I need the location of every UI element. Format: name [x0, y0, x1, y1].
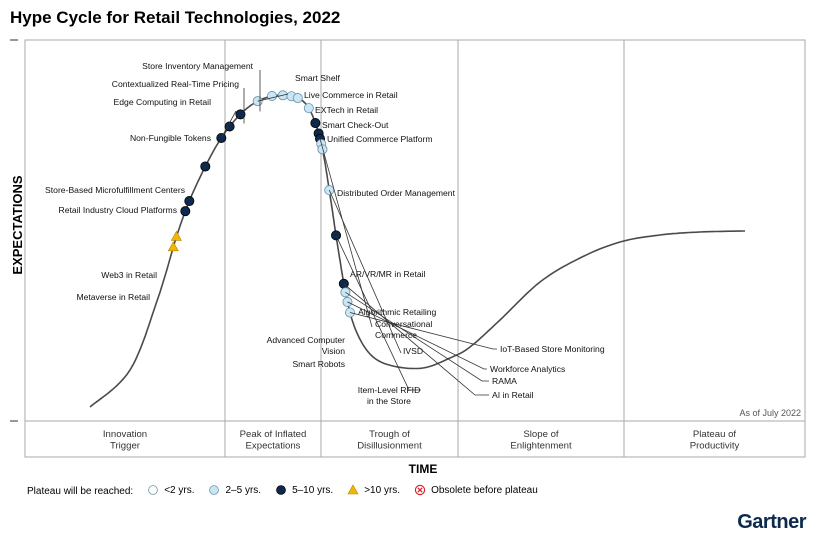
technology-labels: Store Inventory Management Contextualized… — [45, 61, 605, 406]
web3-in-retail-label: Web3 in Retail — [101, 270, 157, 280]
legend-y5to10-icon — [276, 485, 286, 495]
retail-industry-cloud-platforms-label: Retail Industry Cloud Platforms — [59, 205, 177, 215]
ar-vr-mr-in-retail-label: AR/VR/MR in Retail — [350, 269, 426, 279]
iot-based-store-monitoring-leader — [349, 312, 497, 350]
ai-in-retail-label: AI in Retail — [492, 390, 534, 400]
unified-commerce-platform-marker — [292, 93, 303, 104]
metaverse-in-retail-marker — [167, 241, 179, 252]
legend-items: <2 yrs. 2–5 yrs. 5–10 yrs. >10 yrs. Obsolete… — [133, 484, 538, 499]
web3-in-retail-marker — [170, 230, 182, 241]
live-commerce-in-retail-marker — [266, 91, 277, 102]
legend-lt2-icon — [148, 485, 158, 495]
legend-label: Plateau will be reached: — [27, 486, 134, 497]
phase-plateau-of-productivity: Plateau of Productivity — [690, 429, 740, 452]
conversational-commerce-leader — [319, 138, 373, 328]
conversational-commerce-label: Conversational Commerce — [375, 319, 432, 340]
edge-computing-in-retail-label: Edge Computing in Retail — [114, 97, 212, 107]
phase-slope-of-enlightenment: Slope of Enlightenment — [510, 429, 572, 452]
phase-innovation-trigger: Innovation Trigger — [103, 429, 147, 452]
phase-band — [24, 420, 806, 458]
distributed-order-management-label: Distributed Order Management — [337, 188, 456, 198]
rama-label: RAMA — [492, 376, 517, 386]
plot-frame — [10, 39, 806, 458]
legend-gt10-label: >10 yrs. — [364, 484, 401, 496]
legend: Plateau will be reached: <2 yrs. 2–5 yrs.… — [27, 484, 538, 499]
ivsd-leader — [328, 189, 402, 354]
legend-lt2-label: <2 yrs. — [164, 484, 195, 496]
phase-labels: Innovation Trigger Peak of Inflated Expecta… — [103, 429, 740, 452]
smart-robots-marker — [317, 144, 328, 155]
store-inventory-management-label: Store Inventory Management — [142, 61, 253, 71]
phase-trough-of-disillusionment: Trough of Disillusionment — [357, 429, 422, 452]
smart-robots-label: Smart Robots — [292, 359, 345, 369]
rama-leader — [345, 291, 489, 382]
legend-gt10-icon — [347, 484, 359, 495]
live-commerce-in-retail-label: Live Commerce in Retail — [304, 90, 398, 100]
metaverse-in-retail-label: Metaverse in Retail — [76, 292, 150, 302]
as-of-date: As of July 2022 — [739, 408, 801, 418]
smart-check-out-label: Smart Check-Out — [322, 120, 389, 130]
legend-item-y2to5: 2–5 yrs. — [208, 484, 261, 496]
extech-in-retail-label: EXTech in Retail — [315, 105, 378, 115]
legend-item-y5to10: 5–10 yrs. — [275, 484, 333, 496]
smart-shelf-leader — [257, 93, 289, 102]
legend-obsolete-icon — [414, 484, 426, 496]
smart-shelf-label: Smart Shelf — [295, 73, 341, 83]
workforce-analytics-label: Workforce Analytics — [490, 364, 565, 374]
workforce-analytics-leader — [347, 301, 487, 370]
store-inventory-management-marker — [235, 109, 246, 120]
y-axis-label: EXPECTATIONS — [10, 175, 25, 275]
legend-y2to5-label: 2–5 yrs. — [225, 484, 262, 496]
iot-based-store-monitoring-label: IoT-Based Store Monitoring — [500, 344, 605, 354]
item-level-rfid-in-the-store-marker — [331, 230, 342, 241]
ivsd-label: IVSD — [403, 346, 423, 356]
advanced-computer-vision-label: Advanced Computer Vision — [267, 335, 346, 356]
ar-vr-mr-in-retail-marker — [310, 118, 321, 129]
algorithmic-retailing-label: Algorithmic Retailing — [358, 307, 437, 317]
phase-peak-of-inflated-expectations: Peak of Inflated Expectations — [240, 429, 307, 452]
x-axis-label: TIME — [409, 462, 438, 476]
legend-item-gt10: >10 yrs. — [347, 484, 400, 496]
legend-item-obsolete: Obsolete before plateau — [414, 484, 538, 496]
non-fungible-tokens-label: Non-Fungible Tokens — [130, 133, 211, 143]
item-level-rfid-in-the-store-leader — [335, 235, 421, 391]
non-fungible-tokens-marker — [200, 161, 211, 172]
legend-y2to5-icon — [209, 485, 220, 495]
ai-in-retail-leader — [343, 283, 489, 396]
legend-y5to10-label: 5–10 yrs. — [292, 484, 334, 496]
distributed-order-management-marker — [303, 103, 314, 114]
legend-item-lt2: <2 yrs. — [147, 484, 194, 496]
retail-industry-cloud-platforms-marker — [180, 206, 191, 217]
gartner-logo: Gartner — [737, 511, 806, 533]
unified-commerce-platform-label: Unified Commerce Platform — [327, 134, 433, 144]
legend-obsolete-label: Obsolete before plateau — [431, 484, 538, 496]
contextualized-real-time-pricing-label: Contextualized Real-Time Pricing — [112, 79, 239, 89]
edge-computing-in-retail-leader — [220, 110, 237, 139]
chart-title: Hype Cycle for Retail Technologies, 2022 — [10, 8, 341, 27]
store-based-microfulfillment-centers-marker — [184, 196, 195, 207]
store-based-microfulfillment-centers-label: Store-Based Microfulfillment Centers — [45, 185, 185, 195]
item-level-rfid-in-the-store-label: Item-Level RFID in the Store — [358, 385, 421, 406]
